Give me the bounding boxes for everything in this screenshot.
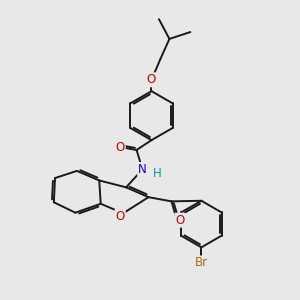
Text: O: O [116, 140, 125, 154]
Text: O: O [147, 73, 156, 86]
Text: N: N [138, 163, 147, 176]
Text: O: O [175, 214, 184, 227]
Text: H: H [153, 167, 162, 180]
Text: O: O [116, 210, 125, 223]
Text: Br: Br [195, 256, 208, 269]
